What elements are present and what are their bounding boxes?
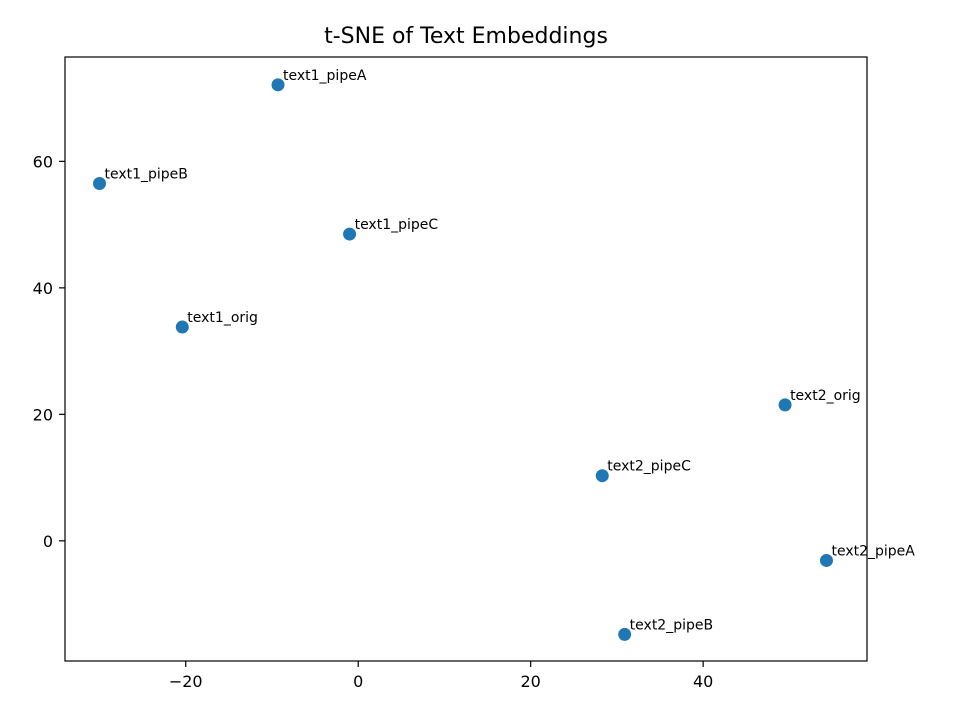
point-label: text1_orig <box>187 310 258 326</box>
x-tick-label: −20 <box>169 672 203 691</box>
x-tick-label: 20 <box>520 672 540 691</box>
y-tick-label: 60 <box>33 152 53 171</box>
y-axis: 0 20 40 60 <box>33 152 65 551</box>
point-label: text2_pipeA <box>831 543 915 559</box>
x-tick-label: 40 <box>693 672 713 691</box>
x-tick-label: 0 <box>353 672 363 691</box>
data-point <box>92 176 106 190</box>
y-tick-label: 40 <box>33 279 53 298</box>
data-point <box>271 78 285 92</box>
chart-title: t-SNE of Text Embeddings <box>324 24 608 49</box>
point-label: text2_orig <box>790 388 861 404</box>
x-axis: −20 0 20 40 <box>169 661 713 691</box>
point-label: text1_pipeC <box>355 217 439 233</box>
data-points: text1_pipeA text1_pipeB text1_pipeC text1_o… <box>92 68 915 641</box>
data-point <box>343 227 357 241</box>
point-label: text2_pipeC <box>607 459 691 475</box>
point-label: text1_pipeB <box>104 166 187 182</box>
point-label: text1_pipeA <box>283 68 367 84</box>
y-tick-label: 20 <box>33 405 53 424</box>
y-tick-label: 0 <box>43 532 53 551</box>
data-point <box>618 627 632 641</box>
plot-area-frame <box>64 56 868 662</box>
data-point <box>778 398 792 412</box>
data-point <box>595 469 609 483</box>
data-point <box>175 320 189 334</box>
point-label: text2_pipeB <box>630 617 713 633</box>
data-point <box>819 553 833 567</box>
